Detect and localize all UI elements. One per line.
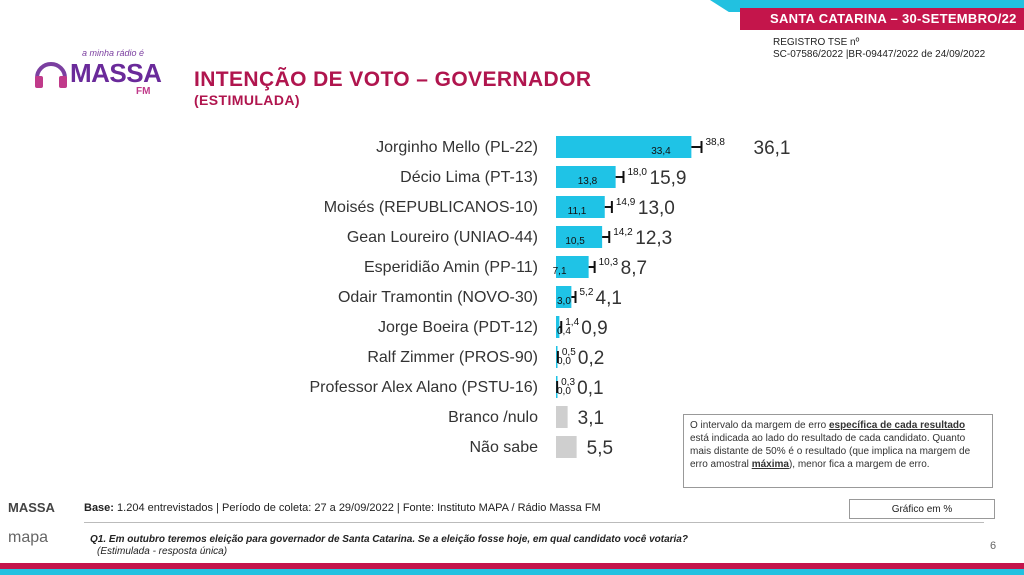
value-label: 5,5 <box>587 438 613 459</box>
category-label: Odair Tramontin (NOVO-30) <box>338 289 538 306</box>
lower-bound-label: 0,0 <box>557 386 571 397</box>
category-label: Décio Lima (PT-13) <box>400 169 538 186</box>
lower-bound-label: 3,0 <box>557 296 571 307</box>
upper-bound-label: 1,4 <box>565 317 579 328</box>
logo-brand: MASSA <box>70 58 162 88</box>
bar <box>556 286 572 308</box>
lower-bound-label: 7,1 <box>553 266 567 277</box>
footer-mapa-logo: mapa <box>8 529 49 546</box>
value-label: 0,1 <box>577 378 603 399</box>
base-text: 1.204 entrevistados | Período de coleta:… <box>117 502 601 514</box>
bar <box>556 196 605 218</box>
category-label: Gean Loureiro (UNIAO-44) <box>347 229 538 246</box>
footer-massa-logo: MASSA <box>8 500 55 515</box>
upper-bound-label: 38,8 <box>706 137 726 148</box>
region-date-label: SANTA CATARINA – 30-SETEMBRO/22 <box>770 11 1017 26</box>
value-label: 36,1 <box>754 138 791 159</box>
value-label: 8,7 <box>621 258 647 279</box>
bar <box>556 136 692 158</box>
note-underline-2: máxima <box>751 459 789 470</box>
bottom-accent-pink <box>0 563 1024 569</box>
lower-bound-label: 10,5 <box>565 236 585 247</box>
logo-tagline: a minha rádio é <box>82 48 145 58</box>
question-text: Q1. Em outubro teremos eleição para gove… <box>90 534 688 545</box>
bottom-accent-cyan <box>0 569 1024 575</box>
category-label: Esperidião Amin (PP-11) <box>364 259 538 276</box>
lower-bound-label: 11,1 <box>568 206 587 217</box>
page-number: 6 <box>990 540 997 552</box>
note-underline-1: específica de cada resultado <box>828 420 966 431</box>
upper-bound-label: 14,2 <box>613 227 633 238</box>
upper-bound-label: 18,0 <box>628 167 648 178</box>
page-subtitle: (ESTIMULADA) <box>194 92 300 108</box>
category-label: Ralf Zimmer (PROS-90) <box>367 349 538 366</box>
category-label: Branco /nulo <box>448 409 538 426</box>
value-label: 12,3 <box>635 228 672 249</box>
headphones-icon <box>35 62 67 88</box>
bar <box>556 346 558 368</box>
registro-tse: REGISTRO TSE nº SC-07586/2022 |BR-09447/… <box>773 37 985 61</box>
margin-note: O intervalo da margem de erro específica… <box>683 414 993 488</box>
chart-unit-box: Gráfico em % <box>849 499 995 519</box>
bar <box>556 316 560 338</box>
footer-base-line: Base: 1.204 entrevistados | Período de c… <box>84 502 601 514</box>
value-label: 13,0 <box>638 198 675 219</box>
upper-bound-label: 14,9 <box>616 197 636 208</box>
value-label: 4,1 <box>596 288 622 309</box>
value-label: 15,9 <box>650 168 687 189</box>
lower-bound-label: 33,4 <box>651 146 671 157</box>
category-label: Moisés (REPUBLICANOS-10) <box>324 199 538 216</box>
registro-line-2: SC-07586/2022 |BR-09447/2022 de 24/09/20… <box>773 49 986 60</box>
bar <box>556 226 603 248</box>
base-label: Base: <box>84 502 114 514</box>
lower-bound-label: 0,4 <box>557 326 571 337</box>
bar <box>556 166 616 188</box>
note-text-2: está indicada ao lado do resultado de ca… <box>690 433 971 470</box>
note-text-3: ), menor fica a margem de erro. <box>788 459 930 470</box>
top-accent-pink <box>740 8 1024 30</box>
value-label: 3,1 <box>578 408 604 429</box>
note-text-1: O intervalo da margem de erro <box>690 420 829 431</box>
lower-bound-label: 13,8 <box>578 176 598 187</box>
bar <box>556 436 577 458</box>
footer-divider <box>84 522 984 523</box>
value-label: 0,2 <box>578 348 604 369</box>
category-label: Professor Alex Alano (PSTU-16) <box>309 379 538 396</box>
category-label: Jorginho Mello (PL-22) <box>376 139 538 156</box>
lower-bound-label: 0,0 <box>557 356 571 367</box>
page-title: INTENÇÃO DE VOTO – GOVERNADOR <box>194 68 592 91</box>
vote-intention-chart: Jorginho Mello (PL-22) 38,8 33,4 36,1 Décio … <box>309 136 791 459</box>
footer-logos: MASSA mapa <box>8 500 78 547</box>
logo-fm: FM <box>136 86 151 97</box>
category-label: Não sabe <box>470 439 539 456</box>
upper-bound-label: 0,3 <box>561 377 575 388</box>
registro-line-1: REGISTRO TSE nº <box>773 37 860 48</box>
question-subtext: (Estimulada - resposta única) <box>97 546 228 557</box>
category-label: Jorge Boeira (PDT-12) <box>378 319 538 336</box>
bar <box>556 406 568 428</box>
upper-bound-label: 0,5 <box>562 347 576 358</box>
massa-fm-logo: a minha rádio é MASSA FM <box>30 48 170 104</box>
value-label: 0,9 <box>581 318 607 339</box>
upper-bound-label: 5,2 <box>580 287 594 298</box>
upper-bound-label: 10,3 <box>599 257 619 268</box>
bar <box>556 256 589 278</box>
